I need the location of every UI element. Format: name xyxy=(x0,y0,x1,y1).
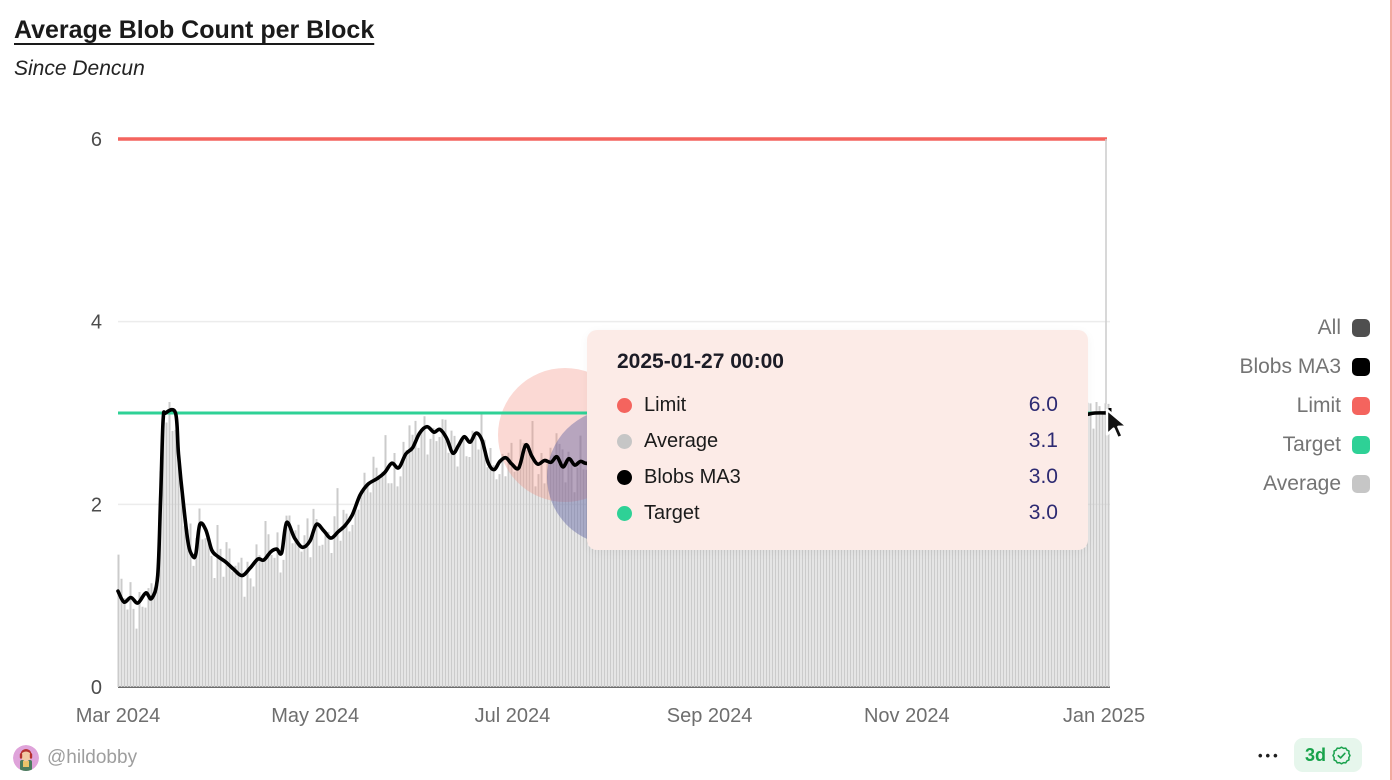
age-label: 3d xyxy=(1305,744,1327,765)
limit-swatch-icon xyxy=(1352,396,1370,415)
chart-subtitle: Since Dencun xyxy=(14,57,145,80)
legend-item-average[interactable]: Average xyxy=(1239,464,1370,503)
y-tick-label: 6 xyxy=(91,129,102,151)
legend: All Blobs MA3 Limit Target Average xyxy=(1239,308,1370,503)
tooltip-row-label: Average xyxy=(644,429,719,452)
author-handle[interactable]: @hildobby xyxy=(47,747,138,768)
tooltip-row-target: Target 3.0 xyxy=(617,495,1058,531)
all-swatch-icon xyxy=(1352,318,1370,337)
tooltip-row-value: 6.0 xyxy=(1028,393,1058,416)
legend-label: Limit xyxy=(1296,393,1341,417)
target-dot-icon xyxy=(617,505,632,521)
avatar-image xyxy=(13,745,39,771)
y-tick-label: 4 xyxy=(91,312,102,334)
author-avatar xyxy=(13,745,39,771)
tooltip-date: 2025-01-27 00:00 xyxy=(617,350,784,373)
x-tick-label: Sep 2024 xyxy=(667,705,753,727)
tooltip-row-value: 3.0 xyxy=(1028,465,1058,488)
average-dot-icon xyxy=(617,433,632,449)
blobs-ma3-dot-icon xyxy=(617,469,632,485)
chart-header: Average Blob Count per Block Since Dencu… xyxy=(14,16,374,81)
author-byline[interactable]: @hildobby xyxy=(13,745,137,771)
legend-label: Average xyxy=(1263,471,1341,495)
tooltip-row-label: Blobs MA3 xyxy=(644,465,741,488)
average-swatch-icon xyxy=(1352,474,1370,493)
x-tick-label: Nov 2024 xyxy=(864,705,950,727)
legend-label: Blobs MA3 xyxy=(1239,354,1341,378)
chart-tooltip: 2025-01-27 00:00 Limit 6.0 Average 3.1 B… xyxy=(587,330,1088,550)
data-freshness-badge[interactable]: 3d xyxy=(1294,738,1363,772)
x-tick-label: Jan 2025 xyxy=(1063,705,1145,727)
page-title: Average Blob Count per Block xyxy=(14,16,375,44)
tooltip-row-limit: Limit 6.0 xyxy=(617,387,1058,423)
y-tick-label: 2 xyxy=(91,494,102,516)
legend-label: All xyxy=(1317,315,1341,339)
legend-item-limit[interactable]: Limit xyxy=(1239,386,1370,425)
tooltip-row-value: 3.0 xyxy=(1028,501,1058,524)
blobs-ma3-swatch-icon xyxy=(1352,357,1370,376)
legend-item-all[interactable]: All xyxy=(1239,308,1370,347)
x-tick-label: May 2024 xyxy=(271,705,359,727)
footer-bar: @hildobby ••• 3d xyxy=(0,734,1390,780)
legend-item-blobs-ma3[interactable]: Blobs MA3 xyxy=(1239,347,1370,386)
x-tick-label: Jul 2024 xyxy=(475,705,551,727)
tooltip-row-blobs-ma3: Blobs MA3 3.0 xyxy=(617,459,1058,495)
verified-seal-icon xyxy=(1332,745,1351,765)
target-swatch-icon xyxy=(1352,435,1370,454)
legend-item-target[interactable]: Target xyxy=(1239,425,1370,464)
tooltip-row-value: 3.1 xyxy=(1028,429,1058,452)
tooltip-row-label: Target xyxy=(644,501,700,524)
mouse-cursor-icon xyxy=(1105,408,1129,440)
tooltip-row-label: Limit xyxy=(644,393,687,416)
legend-label: Target xyxy=(1282,432,1341,456)
limit-dot-icon xyxy=(617,397,632,413)
y-tick-label: 0 xyxy=(91,677,102,699)
x-tick-label: Mar 2024 xyxy=(76,705,161,727)
tooltip-row-average: Average 3.1 xyxy=(617,423,1058,459)
more-menu-button[interactable]: ••• xyxy=(1258,748,1281,763)
